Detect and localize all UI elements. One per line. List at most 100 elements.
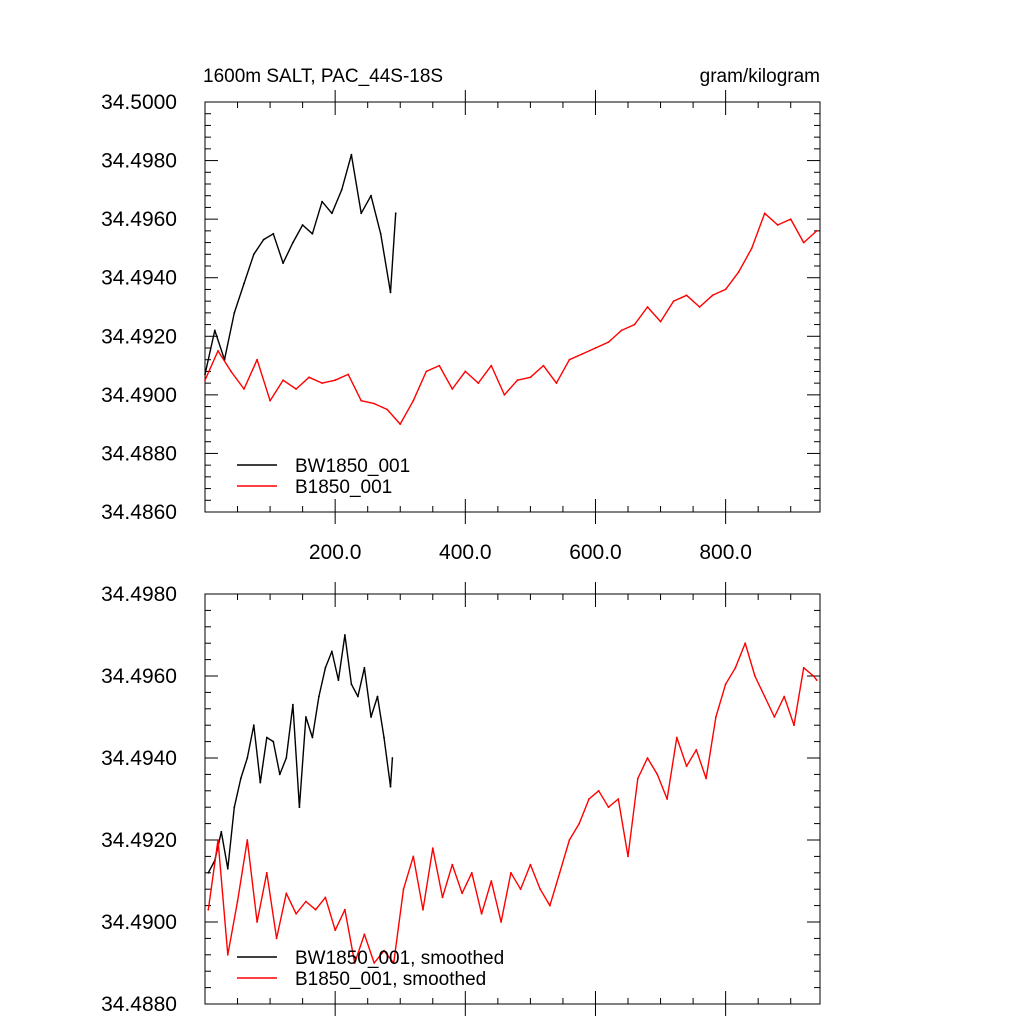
- data-point: [265, 736, 268, 739]
- y-tick-label: 34.4960: [101, 665, 177, 688]
- data-point: [360, 212, 363, 215]
- data-point: [331, 650, 333, 653]
- data-point: [412, 855, 415, 858]
- data-point: [204, 373, 206, 376]
- data-point: [334, 929, 337, 932]
- data-point: [298, 806, 301, 809]
- data-point: [763, 212, 766, 215]
- data-point: [503, 394, 506, 396]
- series-line-bottom-0: [207, 634, 394, 874]
- data-point: [607, 806, 610, 809]
- data-point: [305, 900, 307, 903]
- data-point: [386, 408, 389, 411]
- data-point: [256, 921, 258, 923]
- data-point: [226, 953, 229, 956]
- data-point: [646, 306, 649, 308]
- data-point: [519, 888, 522, 891]
- data-point: [617, 798, 620, 800]
- data-point: [425, 370, 428, 373]
- data-point: [802, 241, 805, 244]
- data-point: [815, 679, 818, 681]
- data-point: [558, 871, 561, 874]
- data-point: [331, 212, 333, 215]
- data-point: [776, 224, 779, 226]
- y-tick-label: 34.4920: [101, 829, 177, 852]
- data-point: [646, 757, 649, 759]
- data-point: [256, 358, 258, 361]
- x-tick-label: 800.0: [699, 541, 752, 564]
- units-label: gram/kilogram: [700, 66, 820, 87]
- data-point: [750, 247, 753, 250]
- y-tick-label: 34.5000: [101, 91, 177, 114]
- data-point: [340, 189, 343, 191]
- data-point: [555, 382, 558, 384]
- data-point: [373, 402, 376, 405]
- data-point: [321, 200, 323, 203]
- data-point: [207, 908, 210, 911]
- data-point: [636, 777, 639, 780]
- data-point: [783, 695, 786, 698]
- data-point: [402, 888, 405, 891]
- y-tick-label: 34.4880: [101, 442, 177, 465]
- data-point: [568, 358, 571, 361]
- y-tick-label: 34.4980: [101, 583, 177, 606]
- data-point: [383, 949, 385, 952]
- data-point: [246, 757, 249, 759]
- data-point: [217, 839, 219, 841]
- data-point: [233, 312, 236, 314]
- data-point: [321, 382, 323, 384]
- data-point: [431, 847, 434, 850]
- data-point: [422, 908, 424, 911]
- data-point: [252, 253, 255, 256]
- data-point: [243, 388, 245, 390]
- data-point: [542, 364, 545, 367]
- data-point: [394, 212, 397, 215]
- data-point: [812, 675, 815, 677]
- data-point: [314, 908, 317, 911]
- y-tick-label: 34.4900: [101, 384, 177, 407]
- data-point: [344, 634, 346, 636]
- data-point: [353, 962, 356, 964]
- data-point: [754, 675, 756, 677]
- x-tick-label: 400.0: [439, 541, 492, 564]
- data-point: [213, 329, 216, 332]
- y-tick-label: 34.4880: [101, 993, 177, 1016]
- data-point: [282, 379, 284, 382]
- data-point: [438, 364, 441, 367]
- data-point: [324, 896, 327, 899]
- data-point: [383, 736, 385, 739]
- series-line-top-0: [204, 153, 397, 375]
- data-point: [490, 364, 493, 367]
- data-point: [226, 867, 229, 870]
- data-point: [698, 306, 701, 308]
- data-point: [233, 806, 236, 809]
- y-tick-label: 34.4940: [101, 267, 177, 290]
- bottom-series-group: [207, 634, 818, 964]
- bottom-ticks: 34.4880 34.4900 34.4920 34.4940 34.4960 34.49…: [101, 582, 820, 1016]
- chart-title: 1600m SALT, PAC_44S-18S: [203, 66, 443, 87]
- data-point: [451, 388, 454, 390]
- data-point: [311, 736, 314, 739]
- data-point: [301, 224, 304, 226]
- data-point: [282, 262, 284, 264]
- data-point: [724, 683, 727, 686]
- data-point: [318, 695, 320, 698]
- data-point: [588, 798, 590, 800]
- data-point: [220, 830, 223, 833]
- data-point: [373, 962, 376, 964]
- data-point: [620, 329, 623, 332]
- data-point: [516, 379, 519, 382]
- y-tick-label: 34.4860: [101, 501, 177, 524]
- legend-label: BW1850_001, smoothed: [295, 948, 504, 969]
- data-point: [311, 232, 314, 235]
- data-point: [461, 892, 463, 895]
- data-point: [292, 703, 294, 706]
- data-point: [568, 839, 571, 841]
- data-point: [360, 399, 363, 402]
- data-point: [262, 238, 265, 241]
- data-point: [278, 773, 281, 776]
- data-point: [272, 740, 275, 743]
- data-point: [239, 777, 242, 780]
